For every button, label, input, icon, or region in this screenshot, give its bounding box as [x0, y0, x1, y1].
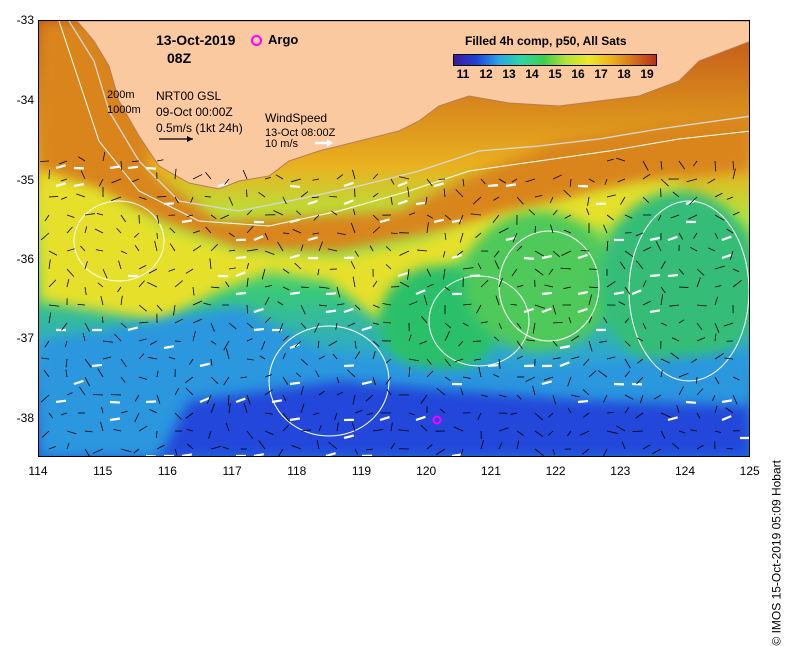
- wind-arrow: [56, 401, 66, 402]
- wind-arrow: [488, 185, 498, 186]
- y-tick-label: -37: [2, 331, 34, 345]
- sst-map: 13-Oct-2019 08Z Argo Filled 4h comp, p50…: [38, 20, 750, 457]
- hour-label: 08Z: [167, 50, 191, 66]
- wind-arrow: [236, 257, 246, 258]
- wind-arrow: [416, 203, 426, 204]
- wind-arrow: [146, 168, 156, 169]
- wind-arrow: [146, 401, 156, 402]
- wind-arrow: [254, 329, 264, 330]
- y-tick-label: -33: [2, 13, 34, 27]
- wind-arrow: [290, 383, 300, 384]
- wind-arrow: [110, 166, 120, 168]
- current-arrow: [40, 161, 49, 162]
- argo-legend-icon: [251, 35, 262, 46]
- wind-arrow: [290, 293, 300, 294]
- colorbar-tick-label: 11: [453, 67, 473, 81]
- x-tick-label: 115: [88, 464, 118, 478]
- colorbar-tick-label: 13: [499, 67, 519, 81]
- wind-arrow: [236, 293, 246, 294]
- colorbar-tick-label: 12: [476, 67, 496, 81]
- wind-arrow: [326, 311, 336, 312]
- wind-arrow: [290, 186, 300, 187]
- wind-scale-arrow: [315, 139, 335, 147]
- current-arrow: [283, 233, 289, 234]
- x-tick-label: 122: [541, 464, 571, 478]
- colorbar: [453, 54, 657, 66]
- current-arrow: [132, 161, 139, 162]
- y-tick-label: -38: [2, 411, 34, 425]
- x-tick-label: 124: [670, 464, 700, 478]
- x-tick-label: 117: [217, 464, 247, 478]
- x-tick-label: 119: [347, 464, 377, 478]
- current-arrow: [633, 431, 643, 432]
- current-arrow: [102, 317, 103, 323]
- x-tick-label: 121: [476, 464, 506, 478]
- wind-arrow: [164, 203, 174, 204]
- current-arrow: [49, 170, 50, 179]
- wind-arrow: [542, 293, 552, 294]
- x-tick-label: 120: [411, 464, 441, 478]
- depth-1000-label: 1000m: [107, 104, 141, 116]
- composite-title: Filled 4h comp, p50, All Sats: [465, 34, 627, 48]
- x-tick-label: 114: [23, 464, 53, 478]
- x-tick-label: 118: [282, 464, 312, 478]
- depth-200-label: 200m: [107, 89, 135, 101]
- wind-arrow: [110, 419, 120, 420]
- colorbar-tick-label: 17: [591, 67, 611, 81]
- wind-arrow: [668, 275, 678, 276]
- wind-arrow: [452, 454, 462, 456]
- wind-arrow: [488, 365, 498, 366]
- current-arrow: [157, 196, 166, 197]
- current-source-label: NRT00 GSL: [156, 89, 221, 103]
- colorbar-tick-label: 14: [522, 67, 542, 81]
- current-scale-label: 0.5m/s (1kt 24h): [156, 121, 243, 135]
- wind-arrow: [182, 220, 192, 222]
- y-tick-label: -35: [2, 173, 34, 187]
- argo-legend: Argo: [251, 32, 298, 47]
- wind-arrow: [686, 402, 696, 403]
- colorbar-tick-label: 15: [545, 67, 565, 81]
- wind-arrow: [182, 454, 192, 456]
- date-label: 13-Oct-2019: [156, 32, 235, 48]
- credit-label: © IMOS 15-Oct-2019 05:09 Hobart: [770, 460, 784, 646]
- wind-arrow: [290, 418, 300, 420]
- y-tick-label: -34: [2, 93, 34, 107]
- colorbar-tick-label: 18: [614, 67, 634, 81]
- current-time-label: 09-Oct 00:00Z: [156, 105, 233, 119]
- wind-title: WindSpeed: [265, 111, 327, 125]
- wind-arrow: [92, 365, 102, 366]
- current-arrow: [205, 196, 211, 197]
- argo-legend-label: Argo: [268, 32, 298, 47]
- y-tick-label: -36: [2, 252, 34, 266]
- wind-scale: 10 m/s: [265, 138, 298, 150]
- wind-arrow: [146, 456, 156, 457]
- colorbar-tick-label: 16: [568, 67, 588, 81]
- sst-field-svg: [39, 21, 750, 457]
- x-tick-label: 123: [605, 464, 635, 478]
- x-tick-label: 116: [152, 464, 182, 478]
- wind-arrow: [110, 402, 120, 403]
- wind-arrow: [650, 275, 660, 276]
- wind-arrow: [578, 401, 588, 402]
- current-arrow: [175, 341, 181, 342]
- wind-arrow: [326, 293, 336, 294]
- current-arrow: [93, 394, 103, 395]
- wind-arrow: [128, 167, 138, 168]
- wind-arrow: [524, 258, 534, 259]
- current-scale-arrow: [159, 135, 199, 143]
- colorbar-tick-label: 19: [637, 67, 657, 81]
- current-arrow: [301, 287, 309, 288]
- wind-arrow: [344, 365, 354, 366]
- current-arrow: [78, 304, 85, 305]
- x-tick-label: 125: [735, 464, 765, 478]
